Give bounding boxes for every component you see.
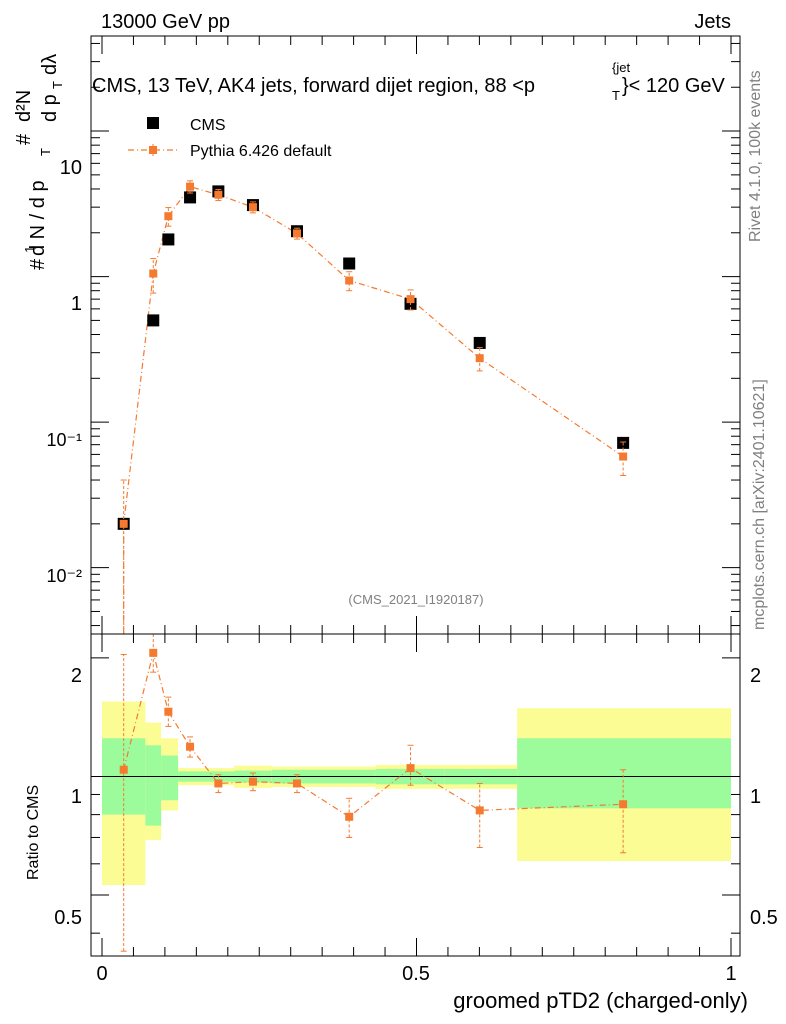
axis-ticks bbox=[91, 36, 740, 956]
x-tick-label: 1 bbox=[725, 963, 736, 985]
main-y-axis-label: #1 d N / d p T # d²N d p T dλ bbox=[13, 54, 65, 270]
ratio-point bbox=[164, 707, 173, 716]
pythia-point bbox=[619, 452, 628, 461]
x-tick-labels: 0 0.5 1 bbox=[96, 963, 736, 985]
main-y-tick-labels: 10⁻² 10⁻¹ 1 10 bbox=[46, 157, 82, 586]
svg-text:dλ: dλ bbox=[39, 54, 61, 75]
ratio-y-tick-labels: 0.5 1 2 0.5 1 2 bbox=[54, 665, 778, 929]
title-sub: T bbox=[612, 88, 620, 103]
pythia-point bbox=[345, 276, 354, 285]
pythia-point bbox=[475, 354, 484, 363]
pythia-point bbox=[292, 229, 301, 238]
title-sup: {jet bbox=[612, 60, 630, 75]
chart-title: CMS, 13 TeV, AK4 jets, forward dijet reg… bbox=[92, 60, 726, 103]
pythia-point bbox=[149, 269, 158, 278]
mcplots-label: mcplots.cern.ch [arXiv:2401.10621] bbox=[751, 379, 768, 630]
main-series-layer bbox=[117, 180, 630, 635]
x-axis-label: groomed pTD2 (charged-only) bbox=[453, 988, 748, 1013]
y-tick-label: 10⁻² bbox=[46, 566, 82, 586]
legend-pythia-marker bbox=[149, 146, 157, 154]
ratio-point bbox=[475, 806, 484, 815]
y-tick-label: 10⁻¹ bbox=[46, 430, 82, 450]
legend-cms-label: CMS bbox=[190, 117, 226, 134]
main-frame bbox=[90, 35, 741, 635]
pythia-line bbox=[123, 185, 624, 524]
pythia-point bbox=[406, 295, 415, 304]
ratio-series-layer bbox=[119, 633, 628, 952]
ratio-point bbox=[345, 812, 354, 821]
svg-text:d N / d p: d N / d p bbox=[27, 180, 49, 256]
cms-point bbox=[147, 314, 160, 327]
ratio-tick-label-left: 2 bbox=[71, 665, 82, 687]
legend: CMS Pythia 6.426 default bbox=[128, 117, 332, 160]
ratio-tick-label-right: 0.5 bbox=[750, 907, 778, 929]
rivet-label: Rivet 4.1.0, 100k events bbox=[747, 70, 764, 242]
ratio-uncertainty-bands bbox=[102, 701, 731, 886]
ratio-point bbox=[292, 779, 301, 788]
ratio-point bbox=[119, 765, 128, 774]
pythia-point bbox=[248, 203, 257, 212]
pythia-point bbox=[214, 190, 223, 199]
header-left: 13000 GeV pp bbox=[101, 11, 230, 33]
svg-text:d p: d p bbox=[39, 94, 61, 122]
legend-cms-marker bbox=[147, 117, 159, 129]
ratio-point bbox=[406, 764, 415, 773]
y-tick-label: 1 bbox=[71, 293, 82, 315]
x-tick-label: 0 bbox=[96, 963, 107, 985]
analysis-tag: (CMS_2021_I1920187) bbox=[348, 592, 483, 607]
ratio-point bbox=[248, 777, 257, 786]
band-inner bbox=[161, 755, 179, 801]
ratio-point bbox=[149, 648, 158, 657]
ratio-point bbox=[186, 742, 195, 751]
y-tick-label: 10 bbox=[60, 157, 82, 179]
ratio-frame bbox=[90, 633, 741, 957]
pythia-point bbox=[119, 519, 128, 528]
band-inner bbox=[517, 738, 731, 809]
title-suffix: }< 120 GeV bbox=[622, 75, 726, 97]
ratio-point bbox=[214, 779, 223, 788]
svg-text:#: # bbox=[13, 133, 35, 145]
svg-text:#1: #1 bbox=[22, 246, 49, 270]
ratio-point bbox=[619, 800, 628, 809]
ratio-tick-label-left: 0.5 bbox=[54, 907, 82, 929]
cms-point bbox=[162, 233, 175, 246]
svg-text:CMS, 13 TeV, AK4 jets, forward: CMS, 13 TeV, AK4 jets, forward dijet reg… bbox=[92, 75, 535, 97]
legend-pythia-label: Pythia 6.426 default bbox=[190, 143, 332, 160]
ratio-y-axis-label: Ratio to CMS bbox=[25, 785, 42, 880]
svg-text:T: T bbox=[38, 148, 53, 156]
cms-point bbox=[184, 191, 197, 204]
ratio-tick-label-left: 1 bbox=[71, 786, 82, 808]
ratio-tick-label-right: 2 bbox=[750, 665, 761, 687]
svg-text:d²N: d²N bbox=[13, 90, 35, 122]
cms-point bbox=[473, 336, 486, 349]
band-inner bbox=[145, 745, 162, 826]
cms-point bbox=[343, 257, 356, 270]
title-prefix: CMS, 13 TeV, AK4 jets, forward dijet reg… bbox=[92, 75, 535, 97]
svg-text:T: T bbox=[50, 81, 65, 89]
header-right: Jets bbox=[694, 11, 731, 33]
x-tick-label: 0.5 bbox=[402, 963, 430, 985]
ratio-tick-label-right: 1 bbox=[750, 786, 761, 808]
pythia-point bbox=[186, 182, 195, 191]
pythia-point bbox=[164, 212, 173, 221]
